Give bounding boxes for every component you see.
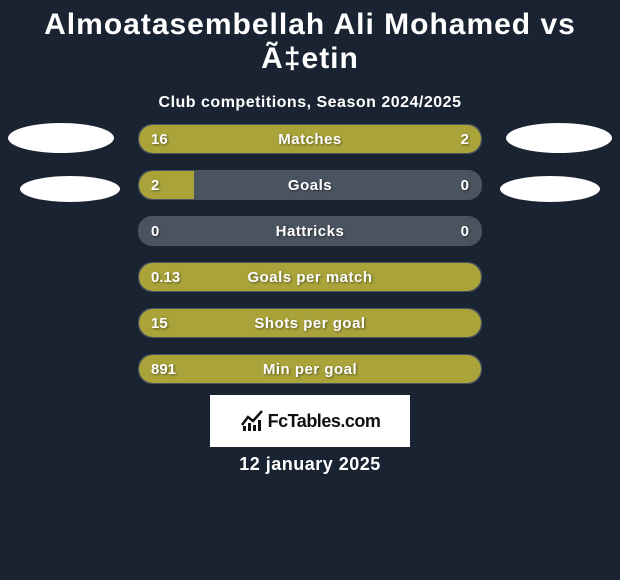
player-silhouette-right-shoulder [500,176,600,202]
fctables-logo[interactable]: FcTables.com [210,395,410,447]
date-label: 12 january 2025 [0,454,620,475]
stat-label: Goals [139,171,481,200]
stat-row-goals: 2 Goals 0 [138,170,482,200]
stat-value-right: 2 [461,125,469,154]
chart-icon [240,409,264,433]
stat-label: Shots per goal [139,309,481,338]
stat-label: Matches [139,125,481,154]
stat-label: Goals per match [139,263,481,292]
player-silhouette-left-head [8,123,114,153]
stat-row-min-per-goal: 891 Min per goal [138,354,482,384]
player-silhouette-right-head [506,123,612,153]
stat-row-shots-per-goal: 15 Shots per goal [138,308,482,338]
stat-row-hattricks: 0 Hattricks 0 [138,216,482,246]
stat-value-right: 0 [461,171,469,200]
stat-value-right: 0 [461,217,469,246]
stat-label: Min per goal [139,355,481,384]
logo-text: FcTables.com [268,411,381,432]
stat-row-matches: 16 Matches 2 [138,124,482,154]
player-silhouette-left-shoulder [20,176,120,202]
stat-label: Hattricks [139,217,481,246]
page-title: Almoatasembellah Ali Mohamed vs Ã‡etin [0,0,620,76]
stat-row-goals-per-match: 0.13 Goals per match [138,262,482,292]
comparison-card: Almoatasembellah Ali Mohamed vs Ã‡etin C… [0,0,620,580]
subtitle: Club competitions, Season 2024/2025 [0,94,620,112]
stats-list: 16 Matches 2 2 Goals 0 0 Hattricks 0 0.1… [138,124,482,400]
